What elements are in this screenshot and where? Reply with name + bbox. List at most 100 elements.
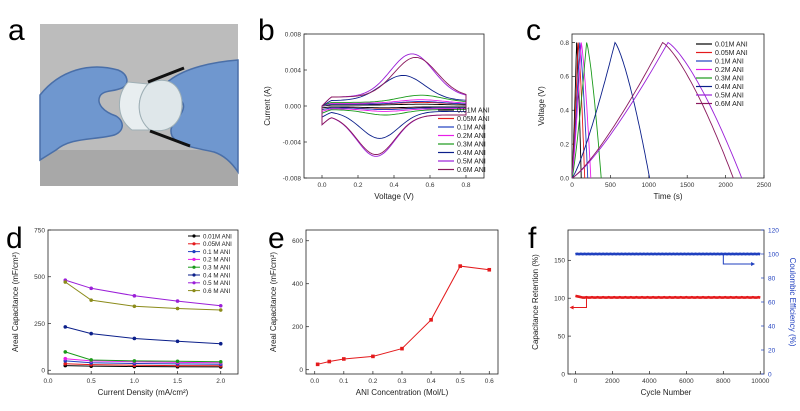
legend-label: 0.1M ANI (457, 124, 486, 131)
y-tick-label: 0 (561, 371, 565, 378)
plot-frame (305, 229, 499, 375)
data-point (458, 264, 462, 268)
x-tick-label: 2000 (718, 182, 733, 189)
y-axis-label: Areal Capacitance (mF/cm²) (11, 252, 20, 352)
retention-series (575, 294, 761, 299)
plot-frame (571, 33, 765, 179)
photo-shadow (40, 150, 238, 186)
y-tick-label: 750 (34, 227, 45, 234)
legend-label: 0.3M ANI (457, 141, 486, 148)
data-point (218, 303, 223, 308)
plot-frame (47, 229, 239, 375)
x-tick-label: 0 (574, 378, 578, 385)
chart-d-rate-capability: 0.0 0.5 1.0 1.5 2.0 0 250 500 750 Current Density… (11, 227, 239, 397)
data-point (132, 304, 137, 309)
x-tick-label: 1500 (680, 182, 695, 189)
efficiency-arrowhead (751, 262, 756, 266)
data-point (63, 350, 68, 354)
data-point (175, 359, 180, 364)
x-tick-label: 2500 (757, 182, 772, 189)
y2-tick-label: 120 (768, 227, 779, 234)
legend-marker (192, 250, 196, 254)
x-axis-label: Cycle Number (641, 388, 692, 397)
rate-line-series (65, 279, 221, 307)
legend-label: 0.05M ANI (715, 50, 748, 57)
x-tick-label: 0.6 (425, 182, 434, 189)
chart-b-cv-curves: 0.0 0.2 0.4 0.6 0.8 -0.008 -0.004 0.000 0.004 0.0… (263, 31, 490, 201)
data-point (89, 286, 93, 291)
chart-e-concentration: 0.0 0.1 0.2 0.3 0.4 0.5 0.6 0 200 400 600 ANI Conce… (269, 229, 499, 397)
data-point (63, 325, 68, 329)
legend-marker (192, 273, 196, 277)
legend-label: 0.5M ANI (457, 158, 486, 165)
data-point (371, 354, 375, 359)
y-tick-label: 50 (558, 333, 566, 340)
efficiency-arrow (722, 254, 752, 265)
x-tick-label: 0.4 (427, 378, 436, 385)
gcd-curve-series (571, 42, 586, 179)
x-tick-label: 2.0 (216, 378, 225, 385)
legend-label: 0.01M ANI (457, 107, 490, 114)
y-axis-label: Voltage (V) (537, 86, 546, 126)
y-axis-label: Current (A) (263, 86, 272, 126)
x-tick-label: 8000 (716, 378, 731, 385)
legend-label: 0.01M ANI (203, 233, 232, 240)
legend-marker (192, 257, 196, 261)
x-tick-label: 0.6 (485, 378, 494, 385)
data-point (400, 346, 404, 351)
y-tick-label: -0.008 (283, 175, 302, 182)
gcd-curve-series (571, 42, 589, 179)
legend-marker (192, 234, 196, 238)
legend-label: 0.3M ANI (715, 75, 744, 82)
legend-marker (192, 265, 196, 269)
data-point (89, 331, 93, 336)
chart-c-gcd-curves: 0 500 1000 1500 2000 2500 0.0 0.2 0.4 0.6 0.8 Time … (537, 33, 772, 201)
y2-tick-label: 80 (768, 275, 776, 282)
glove-left (39, 66, 128, 162)
legend-label: 0.01M ANI (715, 41, 748, 48)
plot-frame (567, 229, 765, 375)
data-point (63, 356, 68, 361)
y2-tick-label: 20 (768, 347, 776, 354)
legend-label: 0.5M ANI (715, 92, 744, 99)
panel-label-c: c (526, 14, 541, 47)
legend-label: 0.1 M ANI (203, 249, 230, 256)
legend-label: 0.05M ANI (457, 116, 490, 123)
data-point (327, 359, 332, 364)
glove-right (162, 59, 239, 175)
data-point (218, 360, 223, 364)
x-tick-label: 0.5 (456, 378, 465, 385)
y-tick-label: 0.8 (560, 40, 569, 47)
x-tick-label: 0.5 (87, 378, 96, 385)
x-tick-label: 0.4 (389, 182, 398, 189)
y2-tick-label: 40 (768, 323, 776, 330)
legend-label: 0.05M ANI (203, 241, 232, 248)
panel-label-a: a (8, 14, 25, 47)
legend-label: 0.6M ANI (457, 167, 486, 174)
x-tick-label: 500 (605, 182, 616, 189)
x-tick-label: 0.2 (368, 378, 377, 385)
gcd-curve-series (571, 41, 743, 179)
retention-arrow (573, 297, 587, 308)
legend-label: 0.2M ANI (715, 67, 744, 74)
y-tick-label: 0.000 (285, 103, 302, 110)
panel-label-f: f (528, 222, 537, 255)
data-point (89, 298, 93, 302)
data-point (218, 308, 223, 312)
y2-tick-label: 60 (768, 299, 776, 306)
x-tick-label: 0.2 (353, 182, 362, 189)
x-tick-label: 1.5 (173, 378, 182, 385)
legend-label: 0.6 M ANI (203, 288, 230, 295)
legend-label: 0.1M ANI (715, 58, 744, 65)
data-point (342, 357, 346, 361)
legend-marker (192, 289, 196, 293)
x-tick-label: 0 (570, 182, 574, 189)
x-tick-label: 0.1 (339, 378, 348, 385)
x-tick-label: 2000 (605, 378, 620, 385)
x-axis-label: Current Density (mA/cm²) (98, 388, 189, 397)
data-point (89, 358, 93, 362)
legend-label: 0.4 M ANI (203, 272, 230, 279)
y2-tick-label: 0 (768, 371, 772, 378)
y-tick-label: -0.004 (283, 139, 302, 146)
